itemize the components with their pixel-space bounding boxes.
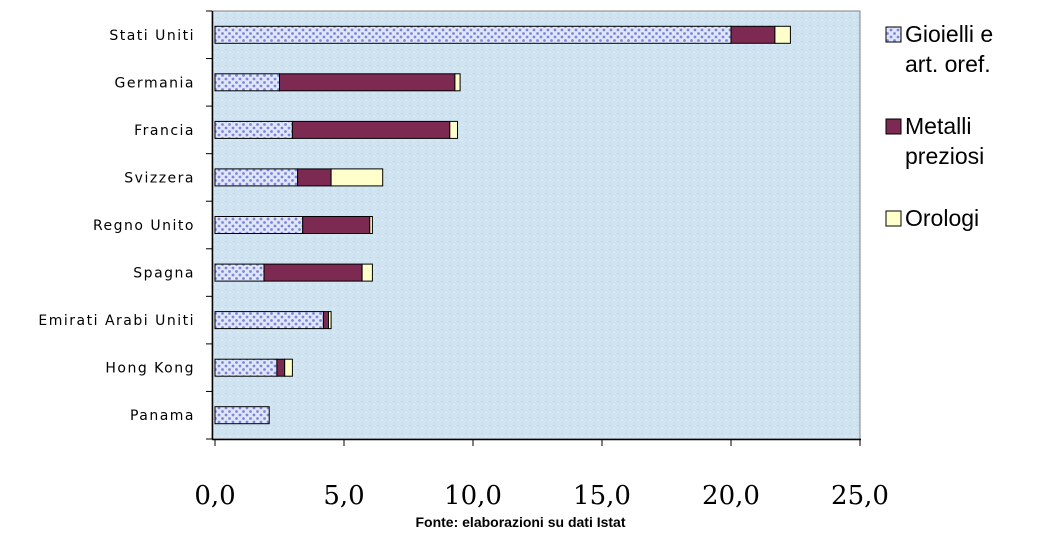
legend-label: Orologi [905, 205, 979, 231]
bar-segment [369, 216, 373, 234]
x-tick-label: 25,0 [831, 481, 889, 511]
category-label: Regno Unito [93, 218, 195, 234]
legend-label: art. oref. [905, 51, 991, 77]
bar-segment [214, 216, 304, 234]
category-label: Germania [114, 75, 195, 91]
x-tick-label: 10,0 [444, 481, 502, 511]
bar-segment [214, 120, 293, 139]
bar-segment [214, 311, 324, 330]
bar-segment [214, 168, 299, 187]
bar-segment [214, 263, 265, 282]
x-tick-label: 15,0 [573, 481, 631, 511]
category-label: Francia [134, 123, 195, 139]
bar-segment [214, 406, 270, 425]
bars-layer [214, 25, 791, 425]
legend-swatch [885, 118, 902, 135]
source-note: Fonte: elaborazioni su dati Istat [415, 514, 626, 530]
bar-segment [291, 120, 451, 139]
bar-segment [328, 311, 332, 330]
bar-segment [214, 25, 732, 44]
legend-label: Gioielli e [905, 21, 993, 47]
bar-segment [774, 25, 791, 44]
bar-segment [454, 73, 461, 92]
bar-segment [297, 168, 332, 187]
bar-segment [449, 120, 458, 139]
bar-segment [361, 263, 373, 282]
x-tick-label: 20,0 [702, 481, 760, 511]
category-label: Stati Uniti [109, 28, 195, 44]
bar-segment [279, 73, 456, 92]
bar-segment [302, 216, 371, 234]
bar-segment [330, 168, 384, 187]
category-label: Spagna [133, 266, 195, 282]
bar-segment [214, 358, 278, 377]
legend-swatch [885, 26, 902, 43]
legend-swatch [885, 210, 902, 227]
x-tick-label: 5,0 [323, 481, 364, 511]
bar-segment [322, 311, 330, 330]
bar-segment [730, 25, 776, 44]
category-label: Panama [130, 408, 195, 424]
bar-segment [263, 263, 363, 282]
category-label: Emirati Arabi Uniti [38, 313, 195, 329]
bar-segment [284, 358, 293, 377]
x-tick-label: 0,0 [194, 481, 235, 511]
axes-layer: Stati Uniti Germania Francia Svizzera Regno … [38, 10, 889, 511]
category-label: Hong Kong [105, 361, 195, 377]
category-label: Svizzera [124, 170, 195, 186]
legend-label: preziosi [905, 143, 984, 169]
bar-segment [276, 358, 286, 377]
legend-label: Metalli [905, 113, 971, 139]
bar-segment [214, 73, 280, 92]
legend: Gioielli e art. oref. Metalli preziosi Orolo… [885, 21, 993, 231]
